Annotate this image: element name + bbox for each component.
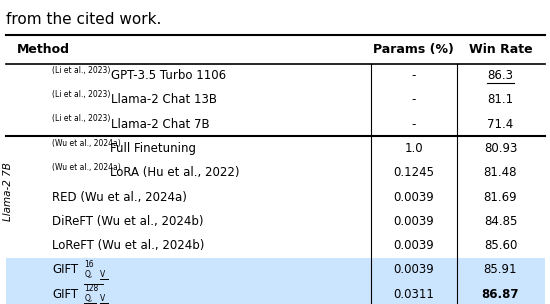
Text: V: V (100, 270, 105, 279)
Text: 85.91: 85.91 (484, 263, 517, 276)
Text: GIFT: GIFT (52, 263, 78, 276)
Text: 0.1245: 0.1245 (393, 166, 435, 179)
Text: from the cited work.: from the cited work. (6, 12, 161, 27)
FancyBboxPatch shape (6, 282, 544, 304)
Text: -: - (412, 118, 416, 131)
Text: 86.3: 86.3 (487, 69, 514, 82)
Text: GPT-3.5 Turbo 1106: GPT-3.5 Turbo 1106 (111, 69, 227, 82)
Text: LoReFT (Wu et al., 2024b): LoReFT (Wu et al., 2024b) (52, 239, 205, 252)
Text: 80.93: 80.93 (484, 142, 517, 155)
Text: Llama-2 Chat 13B: Llama-2 Chat 13B (111, 94, 217, 106)
Text: Q,: Q, (84, 294, 92, 303)
Text: Q,: Q, (84, 270, 92, 279)
Text: Llama-2 Chat 7B: Llama-2 Chat 7B (111, 118, 210, 131)
Text: RED (Wu et al., 2024a): RED (Wu et al., 2024a) (52, 191, 187, 203)
Text: 0.0311: 0.0311 (393, 288, 435, 301)
Text: (Wu et al., 2024a): (Wu et al., 2024a) (52, 139, 121, 148)
Text: LoRA (Hu et al., 2022): LoRA (Hu et al., 2022) (110, 166, 240, 179)
Text: Method: Method (16, 43, 69, 56)
Text: (Li et al., 2023): (Li et al., 2023) (52, 114, 111, 123)
Text: 86.87: 86.87 (482, 288, 519, 301)
Text: (Li et al., 2023): (Li et al., 2023) (52, 66, 111, 75)
Text: 0.0039: 0.0039 (393, 263, 435, 276)
Text: -: - (412, 94, 416, 106)
Text: 16: 16 (84, 260, 94, 269)
Text: 81.1: 81.1 (487, 94, 514, 106)
Text: Params (%): Params (%) (373, 43, 454, 56)
Text: DiReFT (Wu et al., 2024b): DiReFT (Wu et al., 2024b) (52, 215, 204, 228)
Text: V: V (100, 294, 105, 303)
Text: 81.69: 81.69 (483, 191, 518, 203)
Text: Full Finetuning: Full Finetuning (110, 142, 196, 155)
FancyBboxPatch shape (6, 258, 544, 282)
Text: 128: 128 (84, 284, 98, 293)
Text: (Wu et al., 2024a): (Wu et al., 2024a) (52, 163, 121, 172)
Text: 0.0039: 0.0039 (393, 215, 435, 228)
Text: 0.0039: 0.0039 (393, 191, 435, 203)
Text: Win Rate: Win Rate (469, 43, 532, 56)
Text: GIFT: GIFT (52, 288, 78, 301)
Text: 1.0: 1.0 (405, 142, 423, 155)
Text: -: - (412, 69, 416, 82)
Text: 84.85: 84.85 (484, 215, 517, 228)
Text: Llama-2 7B: Llama-2 7B (3, 162, 13, 221)
Text: 0.0039: 0.0039 (393, 239, 435, 252)
Text: (Li et al., 2023): (Li et al., 2023) (52, 90, 111, 99)
Text: 85.60: 85.60 (484, 239, 517, 252)
Text: 71.4: 71.4 (487, 118, 514, 131)
Text: 81.48: 81.48 (484, 166, 517, 179)
